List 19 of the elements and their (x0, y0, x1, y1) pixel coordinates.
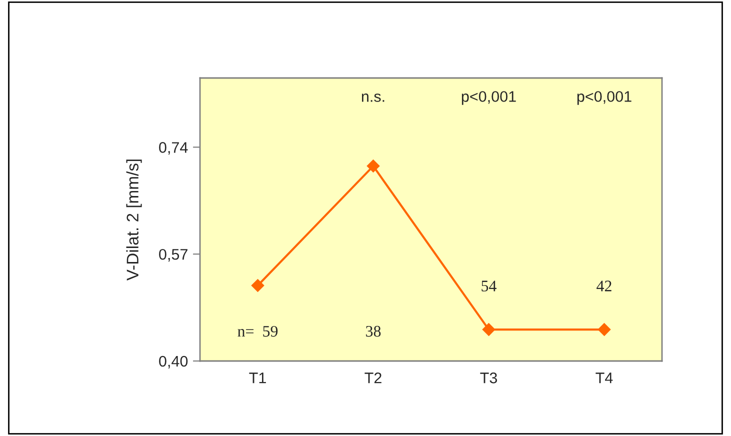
y-tick-label: 0,57 (159, 248, 188, 262)
point (366, 160, 380, 172)
y-axis-title: V-Dilat. 2 [mm/s] (126, 160, 142, 281)
y-tick-label: 0,74 (159, 142, 188, 155)
point (251, 279, 264, 292)
annotation: p<0,001 (462, 91, 516, 105)
annotation: 42 (596, 280, 612, 292)
point (482, 323, 496, 336)
x-tick-label: T4 (596, 372, 613, 384)
y-tick-label: 0,40 (159, 356, 188, 368)
annotation: 54 (482, 280, 496, 292)
annotation: 38 (366, 326, 381, 337)
x-tick-label: T1 (249, 372, 266, 384)
annotation: p<0,001 (577, 91, 632, 105)
annotation: n= 59 (238, 326, 278, 337)
x-tick-label: T3 (480, 372, 497, 384)
point (598, 323, 611, 336)
x-tick-label: T2 (364, 372, 382, 384)
annotation: n.s. (362, 94, 384, 102)
